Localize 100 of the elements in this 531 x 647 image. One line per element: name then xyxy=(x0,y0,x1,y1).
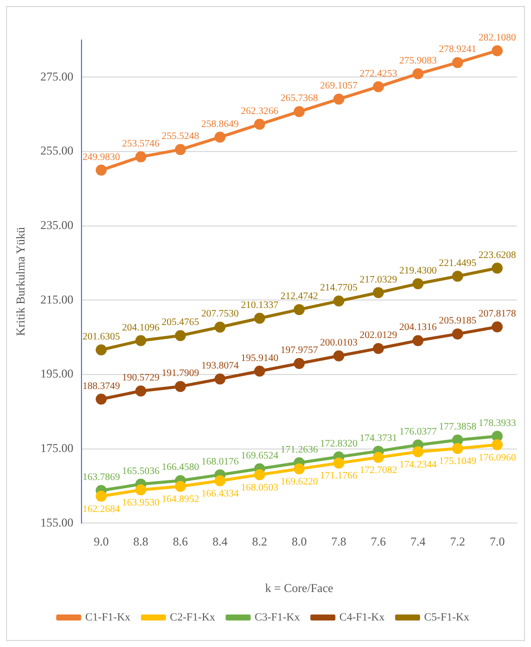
point xyxy=(492,321,503,332)
point xyxy=(412,68,424,80)
data-label: 223.6208 xyxy=(478,250,516,261)
data-label: 205.9185 xyxy=(438,316,476,327)
data-label: 177.3858 xyxy=(438,422,476,433)
data-label: 172.8320 xyxy=(320,438,358,450)
point xyxy=(174,380,186,392)
point xyxy=(135,484,146,496)
point xyxy=(372,287,384,298)
data-label: 188.3749 xyxy=(82,380,120,392)
data-label: 176.0377 xyxy=(399,426,437,438)
data-label: 168.0176 xyxy=(201,456,239,468)
point xyxy=(174,330,186,342)
point xyxy=(372,81,384,92)
point xyxy=(214,322,226,333)
data-label: 165.5036 xyxy=(122,466,160,477)
point xyxy=(96,394,107,405)
point xyxy=(294,358,305,369)
data-label: 201.6305 xyxy=(82,332,120,343)
y-tick-label: 275.00 xyxy=(40,69,74,84)
legend-label: C4-F1-Kx xyxy=(339,611,386,624)
data-label: 204.1096 xyxy=(122,322,160,334)
point xyxy=(96,490,107,502)
y-tick-label: 235.00 xyxy=(40,218,74,232)
x-tick-label: 8.6 xyxy=(172,534,188,549)
point xyxy=(412,278,424,290)
x-tick-label: 7.2 xyxy=(450,534,466,549)
legend-label: C1-F1-Kx xyxy=(85,611,131,624)
data-label: 258.8649 xyxy=(201,118,239,130)
data-label: 163.9530 xyxy=(122,498,160,509)
data-label: 193.8074 xyxy=(201,360,239,372)
point xyxy=(135,385,146,396)
x-tick-label: 8.4 xyxy=(212,534,228,549)
data-label: 214.7705 xyxy=(320,282,358,294)
legend-label: C2-F1-Kx xyxy=(170,611,216,624)
point xyxy=(135,151,146,162)
data-label: 275.9083 xyxy=(399,55,437,66)
data-label: 174.3731 xyxy=(360,432,398,444)
point xyxy=(492,430,503,442)
point xyxy=(333,458,344,469)
x-tick-label: 7.8 xyxy=(331,534,346,549)
data-label: 190.5729 xyxy=(122,372,160,384)
point xyxy=(294,463,305,474)
point xyxy=(452,442,464,454)
point xyxy=(214,373,226,384)
data-label: 163.7869 xyxy=(82,472,120,484)
data-label: 210.1337 xyxy=(240,300,278,311)
point xyxy=(452,270,464,282)
point xyxy=(135,335,146,346)
data-label: 191.7909 xyxy=(162,368,200,380)
data-label: 262.3266 xyxy=(240,106,278,117)
data-label: 207.8178 xyxy=(478,308,516,320)
data-label: 172.7082 xyxy=(360,465,398,476)
data-label: 169.6524 xyxy=(240,450,278,462)
point xyxy=(294,304,305,316)
point xyxy=(492,262,503,274)
x-tick-label: 7.4 xyxy=(410,534,426,549)
y-tick-label: 155.00 xyxy=(40,515,74,530)
point xyxy=(372,342,384,354)
point xyxy=(412,335,424,346)
point xyxy=(333,296,344,307)
point xyxy=(333,350,344,362)
data-label: 204.1316 xyxy=(399,322,437,334)
x-tick-label: 8.2 xyxy=(252,534,268,549)
data-label: 212.4742 xyxy=(280,291,318,302)
y-tick-label: 175.00 xyxy=(40,441,74,456)
data-label: 171.1766 xyxy=(320,470,358,482)
point xyxy=(333,94,344,105)
data-label: 265.7368 xyxy=(280,93,318,104)
y-tick-label: 195.00 xyxy=(40,366,74,381)
point xyxy=(214,132,226,143)
point xyxy=(214,475,226,486)
point xyxy=(96,164,107,176)
point xyxy=(492,45,503,56)
data-label: 176.0960 xyxy=(478,452,516,464)
data-label: 269.1057 xyxy=(320,80,358,92)
data-label: 205.4765 xyxy=(162,317,200,328)
legend-label: C5-F1-Kx xyxy=(424,611,470,624)
point xyxy=(254,469,266,480)
data-label: 202.0129 xyxy=(360,330,398,342)
point xyxy=(452,434,464,446)
point xyxy=(96,344,107,356)
data-label: 175.1049 xyxy=(438,456,476,468)
x-tick-label: 9.0 xyxy=(94,534,109,549)
data-label: 169.6220 xyxy=(280,476,318,488)
data-label: 253.5746 xyxy=(122,138,160,150)
x-tick-label: 7.0 xyxy=(490,534,505,549)
x-tick-label: 8.0 xyxy=(292,534,307,549)
point xyxy=(452,57,464,68)
data-label: 278.9241 xyxy=(438,44,476,56)
y-tick-label: 215.00 xyxy=(40,292,74,306)
point xyxy=(254,118,266,130)
data-label: 164.8952 xyxy=(162,494,200,506)
x-tick-label: 8.8 xyxy=(133,534,148,549)
data-label: 171.2636 xyxy=(280,444,318,456)
point xyxy=(294,106,305,118)
data-label: 174.2344 xyxy=(399,459,437,470)
x-tick-label: 7.6 xyxy=(370,534,386,549)
point xyxy=(372,452,384,463)
point xyxy=(174,144,186,156)
